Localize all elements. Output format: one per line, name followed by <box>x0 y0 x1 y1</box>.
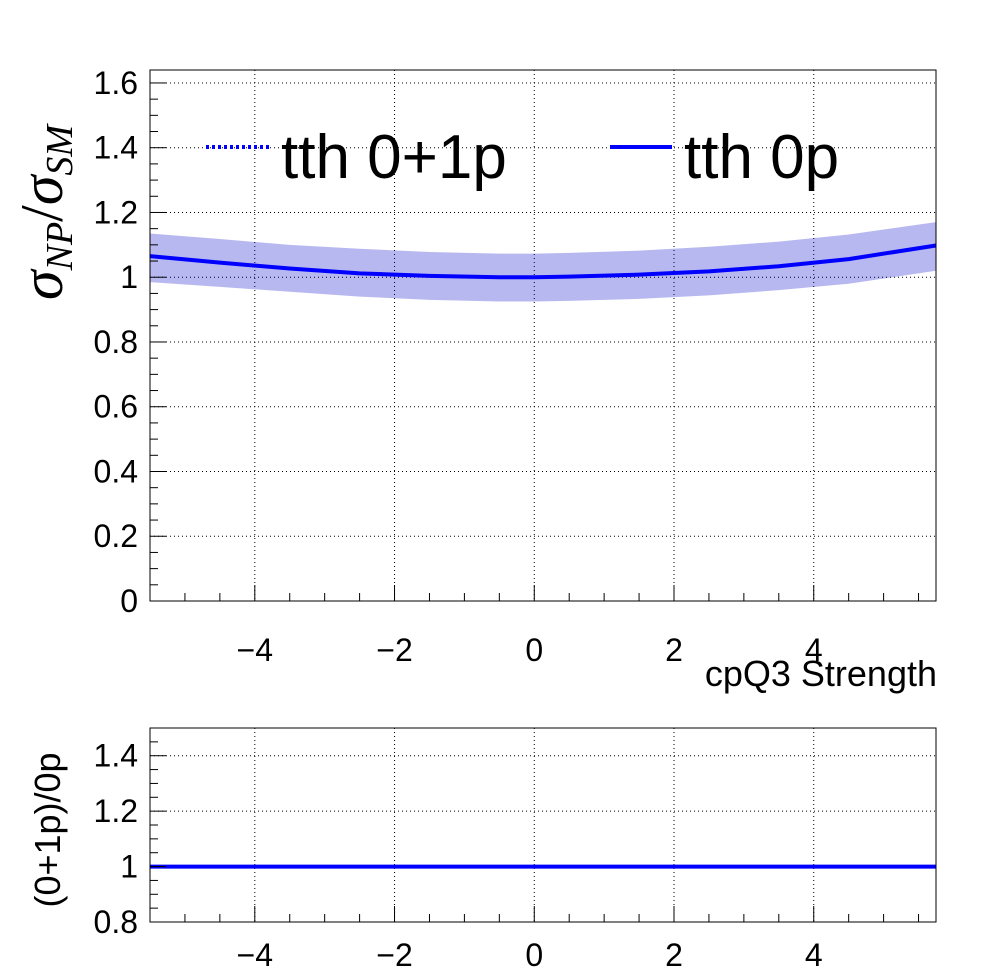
main-y-tick-label-2: 0.4 <box>94 453 138 489</box>
ratio-grid <box>150 728 936 923</box>
main-plot-frame <box>149 69 937 602</box>
main-y-tick-label-8: 1.6 <box>94 65 138 101</box>
ratio-y-tick-labels: 0.8 1 1.2 1.4 <box>94 738 138 940</box>
y-axis-sub-sm: SM <box>39 123 81 176</box>
main-x-tick-label-2: 0 <box>525 632 543 668</box>
ratio-y-axis-title: (0+1p)/0p <box>27 752 68 907</box>
main-y-tick-label-1: 0.2 <box>94 518 138 554</box>
main-y-tick-label-5: 1 <box>120 259 138 295</box>
ratio-axis-ticks <box>149 727 920 923</box>
ratio-x-tick-label-4: 4 <box>805 937 823 972</box>
ratio-x-tick-labels: −4 −2 0 2 4 <box>237 937 823 972</box>
ratio-x-tick-label-2: 0 <box>525 937 543 972</box>
ratio-y-tick-label-0: 0.8 <box>94 904 138 940</box>
legend-label-tth-0-1p: tth 0+1p <box>281 123 507 192</box>
main-axis-ticks <box>149 82 920 602</box>
main-y-tick-label-6: 1.2 <box>94 194 138 230</box>
legend-label-tth-0p: tth 0p <box>684 123 839 192</box>
ratio-y-tick-label-2: 1.2 <box>94 793 138 829</box>
ratio-x-tick-label-1: −2 <box>376 937 412 972</box>
main-x-tick-label-1: −2 <box>376 632 412 668</box>
y-axis-title: σNP/σSM <box>9 123 81 300</box>
uncertainty-band <box>150 222 936 302</box>
main-series-lines <box>149 243 937 280</box>
main-x-tick-labels: −4 −2 0 2 4 <box>237 632 823 668</box>
main-series-line-1 <box>149 243 937 280</box>
y-axis-slash: / <box>9 205 75 222</box>
ratio-y-tick-label-1: 1 <box>120 849 138 885</box>
main-x-tick-label-3: 2 <box>665 632 683 668</box>
main-x-tick-label-0: −4 <box>237 632 273 668</box>
uncertainty-band-area <box>150 222 936 302</box>
legend: tth 0+1p tth 0p <box>206 123 839 192</box>
main-y-tick-label-0: 0 <box>120 583 138 619</box>
main-y-tick-label-3: 0.6 <box>94 389 138 425</box>
x-axis-title: cpQ3 Strength <box>705 653 937 694</box>
y-axis-sigma-sm: σ <box>9 173 75 205</box>
ratio-plot-frame <box>149 727 937 923</box>
ratio-x-tick-label-3: 2 <box>665 937 683 972</box>
ratio-x-tick-label-0: −4 <box>237 937 273 972</box>
main-y-tick-labels: 0 0.2 0.4 0.6 0.8 1 1.2 1.4 1.6 <box>94 65 138 619</box>
y-axis-sub-np: NP <box>39 222 81 272</box>
main-y-tick-label-4: 0.8 <box>94 324 138 360</box>
main-x-tick-label-4: 4 <box>805 632 823 668</box>
y-axis-sigma-np: σ <box>9 268 75 300</box>
ratio-y-tick-label-3: 1.4 <box>94 738 138 774</box>
main-y-tick-label-7: 1.4 <box>94 130 138 166</box>
